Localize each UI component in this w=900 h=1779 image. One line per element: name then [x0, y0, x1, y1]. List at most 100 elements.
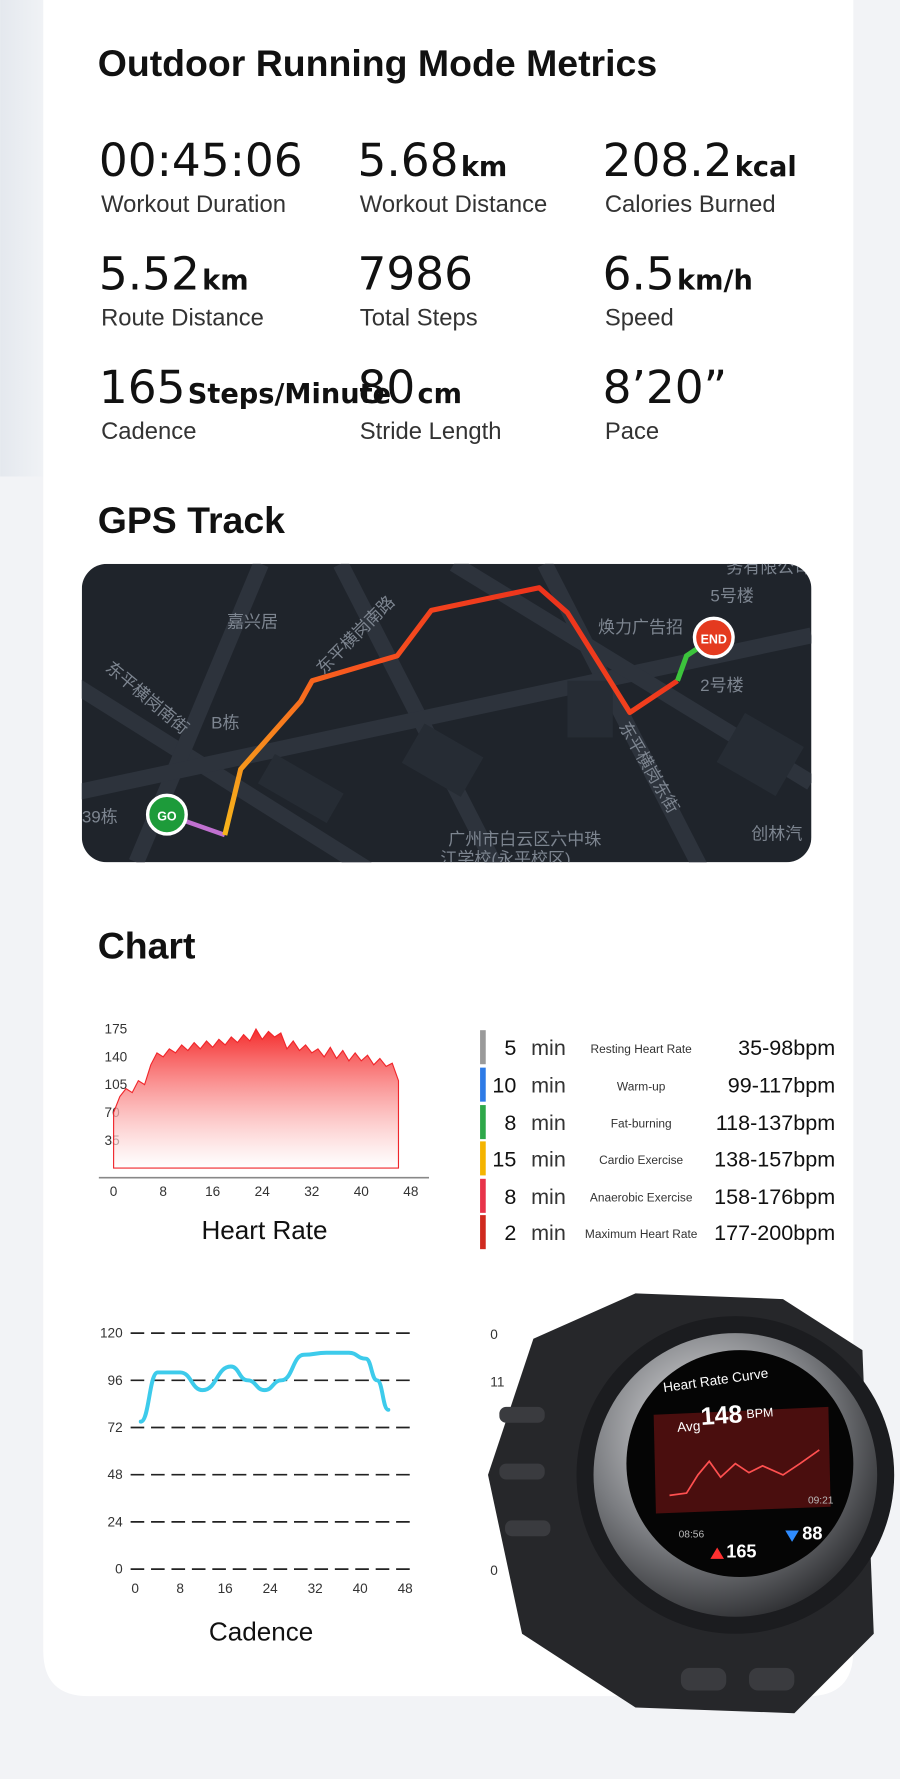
metric-value: 6.5km/h [603, 247, 753, 300]
x-tick-label: 32 [304, 1184, 319, 1199]
map-label: 务有限公司 [726, 558, 811, 577]
map-label: B栋 [211, 713, 239, 732]
metric-number: 80 [358, 361, 416, 414]
y-tick-label: 105 [105, 1077, 128, 1092]
metric-number: 8’20” [603, 361, 728, 414]
heart-rate-zones: 5 min Resting Heart Rate 35-98bpm 10 min Warm-… [480, 1030, 835, 1250]
y-tick-label: 48 [108, 1467, 123, 1482]
section-title: GPS Track [98, 499, 285, 541]
zone-bar [480, 1178, 486, 1213]
watch: Heart Rate Curve Avg 148 BPM 08:56 09:21… [488, 1293, 895, 1714]
metric-label: Stride Length [360, 418, 502, 445]
x-tick-label: 32 [308, 1581, 323, 1596]
screen-curve [669, 1449, 820, 1497]
zone-minutes: 5 [504, 1035, 516, 1060]
y-tick-label: 0 [490, 1563, 498, 1578]
metric-value: 00:45:06 [99, 134, 303, 187]
y-tick-label: 140 [105, 1049, 128, 1064]
x-tick-label: 16 [205, 1184, 220, 1199]
start-marker [145, 793, 188, 836]
metric-number: 00:45:06 [99, 134, 303, 187]
zone-name: Resting Heart Rate [591, 1042, 693, 1056]
metric-unit: km [202, 265, 248, 296]
metric-number: 208.2 [603, 134, 733, 187]
watch-avg-label: Avg [677, 1418, 701, 1435]
zone-unit: min [531, 1146, 566, 1171]
gps-track [222, 585, 679, 836]
metric-label: Workout Distance [360, 191, 548, 218]
zone-unit: min [531, 1035, 566, 1060]
watch-min: 88 [802, 1524, 822, 1544]
x-tick-label: 24 [255, 1184, 271, 1199]
y-tick-label: 96 [108, 1373, 123, 1388]
zone-minutes: 15 [492, 1146, 516, 1171]
x-tick-label: 8 [176, 1581, 184, 1596]
min-icon [785, 1530, 799, 1542]
cadence-chart: Cadence 0 24 48 72 96 120 0 8 16 24 32 40 48 [100, 1326, 413, 1647]
watch-start-time: 08:56 [679, 1529, 705, 1540]
blocks [257, 680, 804, 824]
metric-label: Calories Burned [605, 191, 776, 218]
x-tick-label: 40 [353, 1581, 369, 1596]
screen-chart [653, 1406, 831, 1514]
map-label: 5号楼 [710, 586, 753, 605]
y-tick-label: 24 [108, 1514, 124, 1529]
map-label: 创林汽 [751, 825, 802, 844]
zone-name: Cardio Exercise [599, 1153, 683, 1167]
page-title: Outdoor Running Mode Metrics [98, 42, 657, 84]
zone-range: 118-137bpm [716, 1110, 835, 1135]
metric-value: 165Steps/Minute [99, 361, 391, 414]
watch-unit: BPM [746, 1405, 774, 1421]
metric-value: 5.52km [99, 247, 249, 300]
zone-name: Maximum Heart Rate [585, 1227, 698, 1241]
zone-minutes: 8 [504, 1184, 516, 1209]
zone-bar [480, 1030, 486, 1065]
metric-value: 80cm [358, 361, 463, 414]
zone-minutes: 10 [492, 1073, 516, 1098]
zone-bar [480, 1215, 486, 1250]
zone-unit: min [531, 1220, 566, 1245]
x-tick-label: 0 [110, 1184, 118, 1199]
watch-end-time: 09:21 [808, 1495, 834, 1506]
zone-bar [480, 1105, 486, 1140]
metric-label: Workout Duration [101, 191, 286, 218]
chart-label: Cadence [209, 1617, 313, 1647]
metric-value: 8’20” [603, 361, 728, 414]
zone-range: 158-176bpm [714, 1184, 835, 1209]
metric-value: 7986 [358, 247, 473, 300]
metric-number: 5.68 [358, 134, 459, 187]
metric-label: Cadence [101, 418, 196, 445]
x-tick-label: 0 [131, 1581, 139, 1596]
x-tick-label: 40 [354, 1184, 370, 1199]
map-label: 2号楼 [700, 676, 743, 695]
watch-avg: 148 [700, 1400, 744, 1431]
map-label: 嘉兴居 [227, 612, 278, 631]
section-title: Chart [98, 925, 196, 967]
zone-name: Warm-up [617, 1079, 666, 1093]
end-label: END [701, 632, 727, 646]
metric-unit: km/h [677, 265, 753, 296]
zone-minutes: 2 [504, 1220, 516, 1245]
zone-unit: min [531, 1184, 566, 1209]
line [138, 1350, 391, 1424]
metric-unit: Steps/Minute [188, 379, 391, 410]
metric-number: 5.52 [99, 247, 200, 300]
metric-label: Total Steps [360, 305, 478, 332]
metric-label: Pace [605, 418, 659, 445]
metric-number: 6.5 [603, 247, 675, 300]
metric-number: 165 [99, 361, 186, 414]
chart-label: Heart Rate [201, 1215, 327, 1245]
zone-range: 99-117bpm [728, 1073, 835, 1098]
map-label: 焕力广告招 [598, 618, 683, 637]
zone-range: 177-200bpm [714, 1220, 835, 1245]
metric-unit: km [461, 152, 507, 183]
area [113, 1027, 400, 1169]
y-tick-label: 72 [108, 1420, 123, 1435]
strap-holes [499, 1406, 795, 1691]
x-tick-label: 8 [159, 1184, 167, 1199]
